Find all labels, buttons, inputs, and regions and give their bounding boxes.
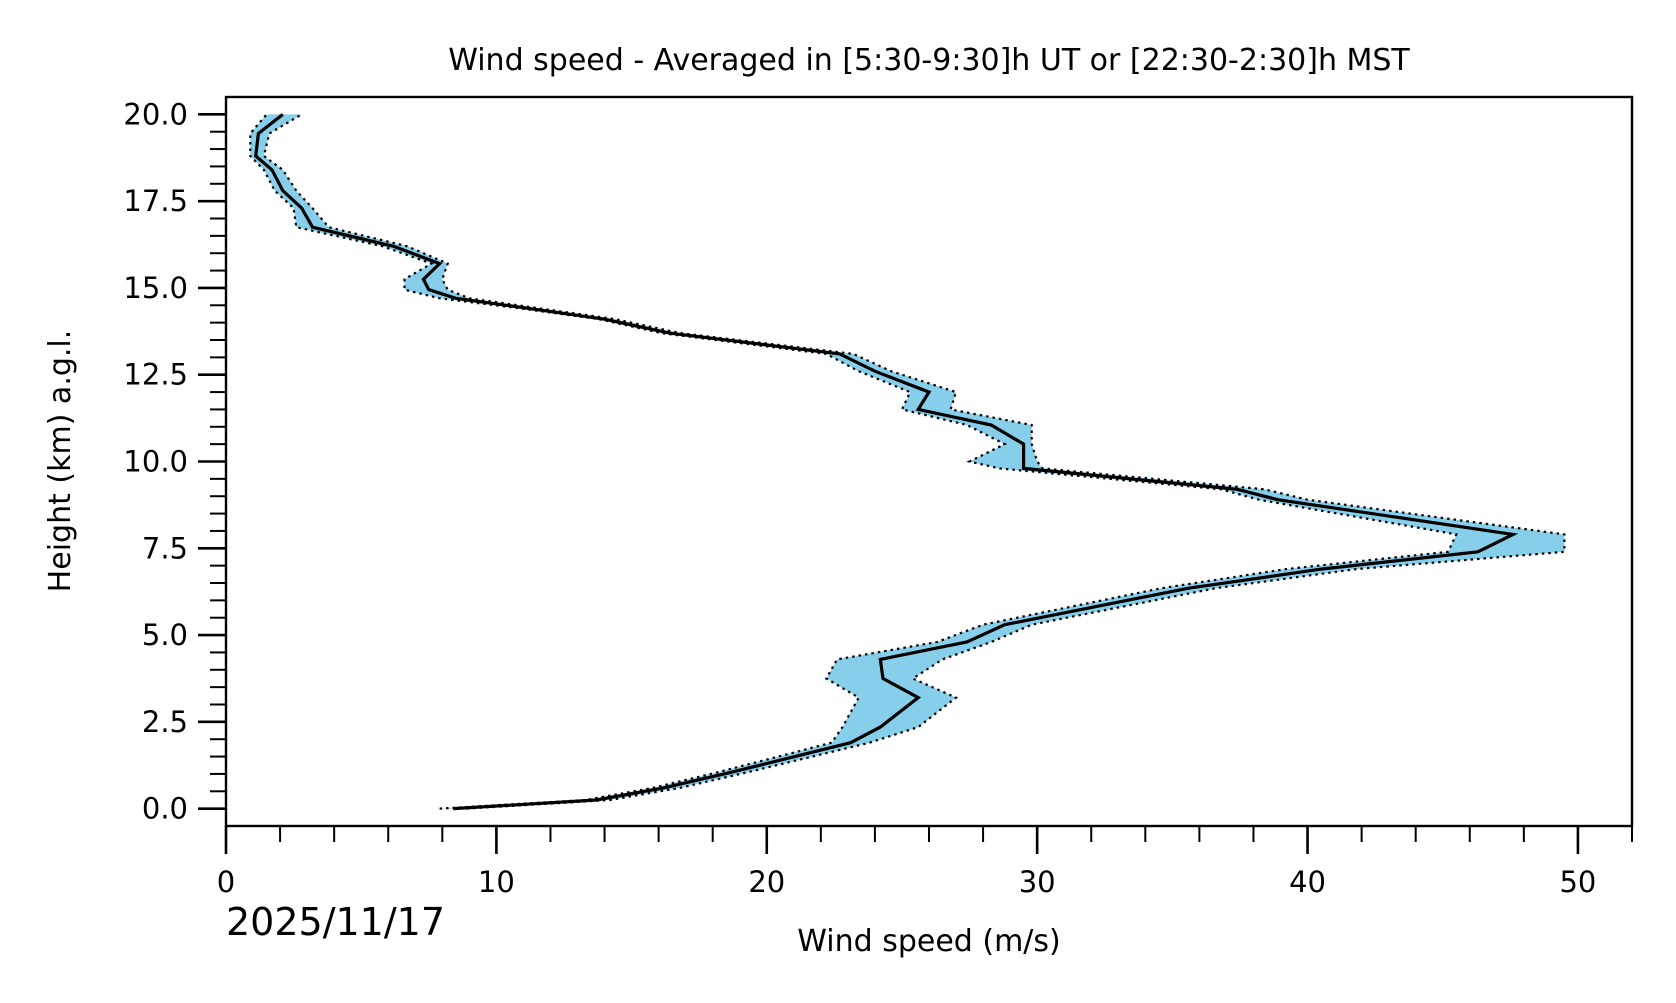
chart-title: Wind speed - Averaged in [5:30-9:30]h UT… <box>448 43 1410 78</box>
y-tick-label: 2.5 <box>142 705 188 739</box>
mean-wind-speed-line <box>254 113 1519 811</box>
plot-area <box>249 113 1566 811</box>
y-tick-label: 20.0 <box>123 97 188 131</box>
x-tick-label: 50 <box>1559 865 1596 899</box>
x-tick-label: 40 <box>1289 865 1326 899</box>
y-tick-label: 5.0 <box>142 618 188 652</box>
x-tick-label: 0 <box>217 865 235 899</box>
x-axis-ticks: 0 10 20 30 40 50 <box>217 826 1633 899</box>
y-axis-label: Height (km) a.g.l. <box>43 330 78 593</box>
band-lower-edge <box>249 113 1458 810</box>
uncertainty-band <box>250 114 1565 809</box>
x-tick-label: 10 <box>478 865 515 899</box>
x-tick-label: 20 <box>748 865 785 899</box>
x-tick-label: 30 <box>1019 865 1056 899</box>
y-tick-label: 15.0 <box>123 271 188 305</box>
y-tick-label: 12.5 <box>123 358 188 392</box>
x-axis-label: Wind speed (m/s) <box>797 924 1060 959</box>
y-tick-label: 17.5 <box>123 184 188 218</box>
y-tick-label: 0.0 <box>142 792 188 826</box>
band-upper-edge <box>262 113 1566 810</box>
y-tick-label: 7.5 <box>142 531 188 565</box>
y-axis-ticks: 0.0 2.5 5.0 7.5 10.0 12.5 15.0 17.5 20.0 <box>123 97 226 826</box>
y-tick-label: 10.0 <box>123 445 188 479</box>
date-label: 2025/11/17 <box>226 900 445 944</box>
